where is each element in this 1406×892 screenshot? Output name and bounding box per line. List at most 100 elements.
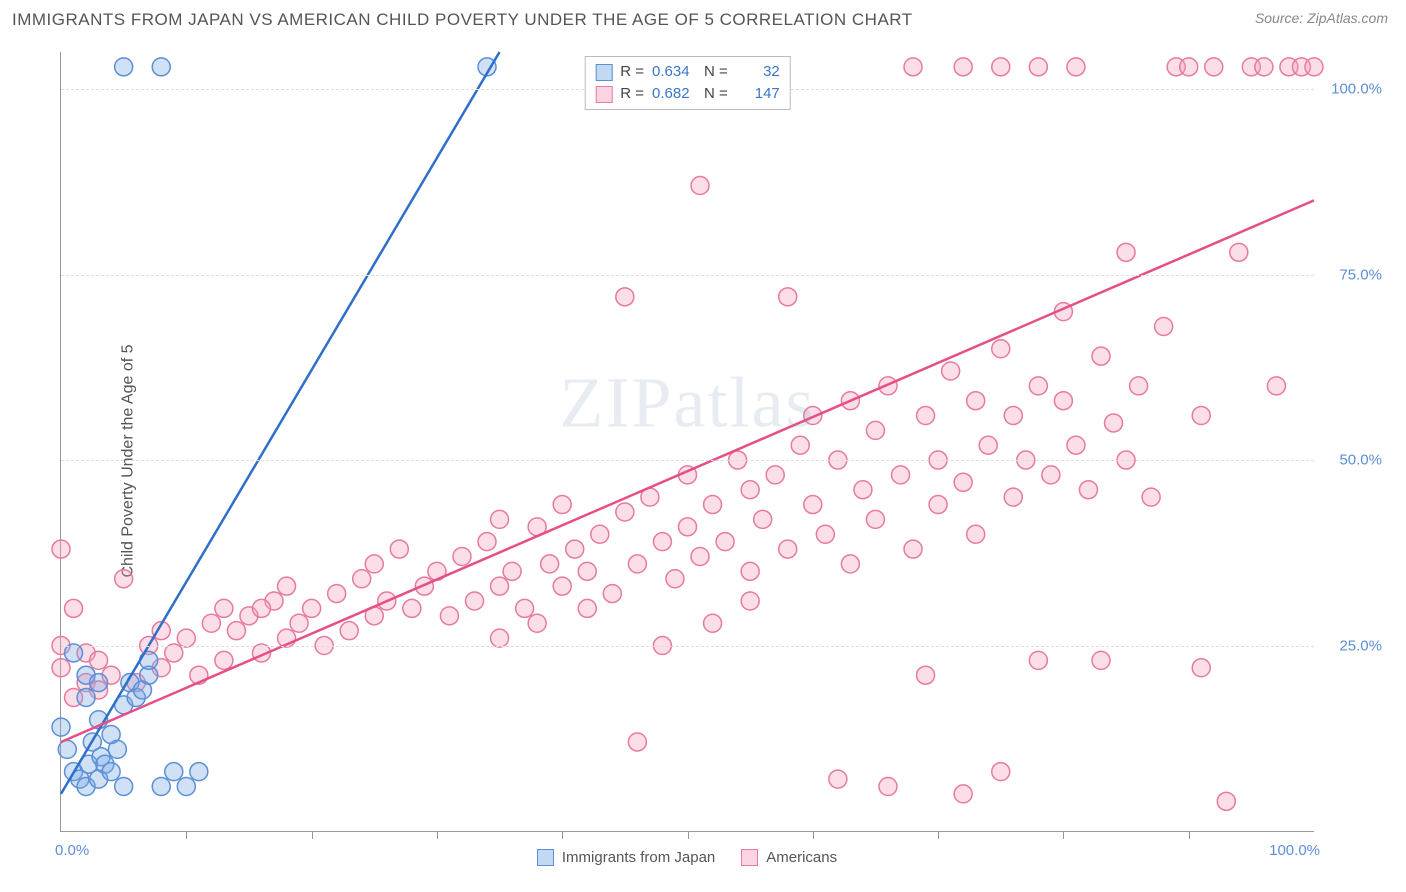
data-point xyxy=(967,525,985,543)
data-point xyxy=(704,496,722,514)
data-point xyxy=(578,562,596,580)
data-point xyxy=(653,533,671,551)
r-value: 0.682 xyxy=(652,83,696,105)
data-point xyxy=(954,58,972,76)
data-point xyxy=(353,570,371,588)
data-point xyxy=(365,555,383,573)
data-point xyxy=(528,614,546,632)
y-tick-label: 25.0% xyxy=(1322,637,1382,654)
x-tick xyxy=(688,831,689,839)
trend-line xyxy=(61,200,1314,742)
data-point xyxy=(290,614,308,632)
data-point xyxy=(1305,58,1323,76)
chart-header: IMMIGRANTS FROM JAPAN VS AMERICAN CHILD … xyxy=(0,0,1406,36)
data-point xyxy=(177,629,195,647)
data-point xyxy=(403,599,421,617)
data-point xyxy=(603,585,621,603)
data-point xyxy=(478,533,496,551)
correlation-legend: R = 0.634 N = 32 R = 0.682 N = 147 xyxy=(584,56,791,110)
data-point xyxy=(566,540,584,558)
x-tick xyxy=(1189,831,1190,839)
legend-label: Americans xyxy=(766,849,837,866)
data-point xyxy=(65,644,83,662)
data-point xyxy=(829,770,847,788)
data-point xyxy=(108,740,126,758)
data-point xyxy=(954,785,972,803)
data-point xyxy=(616,503,634,521)
data-point xyxy=(1029,651,1047,669)
data-point xyxy=(440,607,458,625)
data-point xyxy=(252,599,270,617)
data-point xyxy=(102,763,120,781)
data-point xyxy=(1192,407,1210,425)
data-point xyxy=(628,733,646,751)
data-point xyxy=(190,763,208,781)
data-point xyxy=(1042,466,1060,484)
data-point xyxy=(704,614,722,632)
data-point xyxy=(691,547,709,565)
data-point xyxy=(904,540,922,558)
data-point xyxy=(202,614,220,632)
data-point xyxy=(77,688,95,706)
data-point xyxy=(791,436,809,454)
data-point xyxy=(879,777,897,795)
gridline-h xyxy=(61,275,1314,276)
legend-row: R = 0.634 N = 32 xyxy=(595,61,780,83)
legend-swatch-pink xyxy=(595,86,612,103)
n-label: N = xyxy=(704,83,728,105)
data-point xyxy=(390,540,408,558)
data-point xyxy=(779,540,797,558)
data-point xyxy=(917,407,935,425)
data-point xyxy=(766,466,784,484)
data-point xyxy=(691,177,709,195)
trend-line xyxy=(61,52,500,794)
data-point xyxy=(954,473,972,491)
data-point xyxy=(165,763,183,781)
data-point xyxy=(115,777,133,795)
x-tick xyxy=(312,831,313,839)
data-point xyxy=(892,466,910,484)
n-value: 32 xyxy=(736,61,780,83)
data-point xyxy=(942,362,960,380)
chart-container: Child Poverty Under the Age of 5 ZIPatla… xyxy=(12,42,1394,880)
data-point xyxy=(1117,243,1135,261)
x-tick xyxy=(813,831,814,839)
data-point xyxy=(929,496,947,514)
source-credit: Source: ZipAtlas.com xyxy=(1255,10,1388,26)
n-label: N = xyxy=(704,61,728,83)
data-point xyxy=(1217,792,1235,810)
data-point xyxy=(992,340,1010,358)
data-point xyxy=(491,510,509,528)
legend-label: Immigrants from Japan xyxy=(562,849,715,866)
y-tick-label: 100.0% xyxy=(1322,81,1382,98)
data-point xyxy=(679,518,697,536)
data-point xyxy=(303,599,321,617)
data-point xyxy=(1205,58,1223,76)
r-label: R = xyxy=(620,61,644,83)
data-point xyxy=(754,510,772,528)
data-point xyxy=(1004,407,1022,425)
gridline-h xyxy=(61,460,1314,461)
x-tick xyxy=(938,831,939,839)
data-point xyxy=(465,592,483,610)
x-tick xyxy=(437,831,438,839)
data-point xyxy=(177,777,195,795)
data-point xyxy=(1105,414,1123,432)
data-point xyxy=(1130,377,1148,395)
data-point xyxy=(616,288,634,306)
data-point xyxy=(1092,651,1110,669)
gridline-h xyxy=(61,646,1314,647)
data-point xyxy=(165,644,183,662)
r-value: 0.634 xyxy=(652,61,696,83)
data-point xyxy=(816,525,834,543)
data-point xyxy=(152,777,170,795)
data-point xyxy=(967,392,985,410)
data-point xyxy=(503,562,521,580)
source-label: Source: xyxy=(1255,10,1303,26)
data-point xyxy=(1079,481,1097,499)
data-point xyxy=(340,622,358,640)
data-point xyxy=(52,659,70,677)
data-point xyxy=(1192,659,1210,677)
n-value: 147 xyxy=(736,83,780,105)
data-point xyxy=(491,629,509,647)
